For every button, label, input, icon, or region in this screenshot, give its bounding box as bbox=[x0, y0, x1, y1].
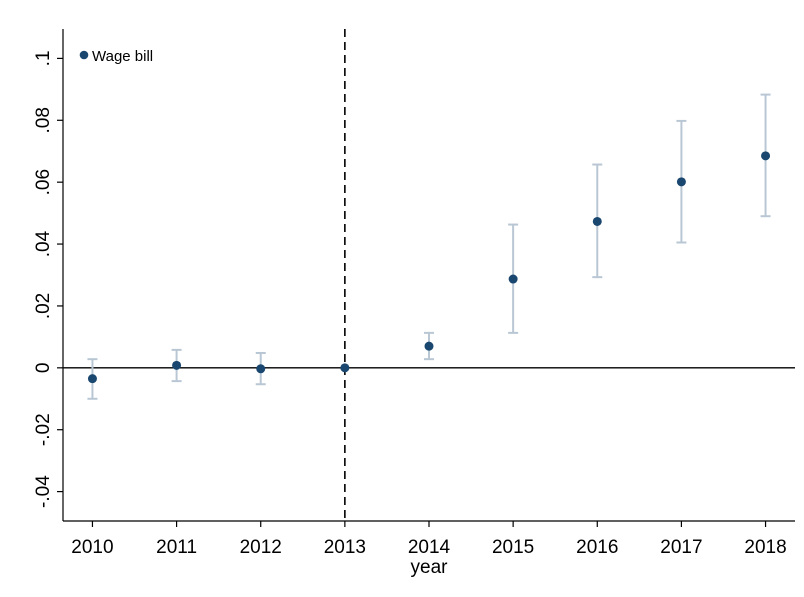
data-point bbox=[256, 364, 266, 374]
y-tick-label: .02 bbox=[33, 293, 54, 319]
confidence-intervals bbox=[87, 93, 771, 400]
x-tick-label: 2012 bbox=[240, 537, 282, 558]
x-tick-label: 2017 bbox=[660, 537, 702, 558]
data-point bbox=[340, 363, 350, 373]
x-tick-label: 2010 bbox=[71, 537, 113, 558]
legend-label: Wage bill bbox=[92, 48, 153, 65]
x-tick-label: 2018 bbox=[744, 537, 786, 558]
legend-marker bbox=[79, 50, 89, 60]
x-tick-label: 2011 bbox=[156, 537, 197, 558]
y-tick-label: .1 bbox=[33, 50, 54, 66]
x-tick-label: 2015 bbox=[492, 537, 534, 558]
data-point bbox=[592, 216, 602, 226]
plot-area: -.04 -.02 0 .02 .04 .06 .08 .1 2010 2011 2012 2013… bbox=[33, 29, 795, 558]
legend: Wage bill bbox=[79, 48, 153, 65]
data-point bbox=[172, 360, 182, 370]
data-point bbox=[424, 341, 434, 351]
data-point bbox=[508, 274, 518, 284]
y-tick-label: .04 bbox=[33, 230, 54, 257]
x-axis-title: year bbox=[411, 557, 449, 578]
y-tick-label: -.02 bbox=[33, 413, 54, 446]
y-tick-label: .08 bbox=[33, 107, 54, 133]
x-tick-label: 2014 bbox=[408, 537, 451, 558]
data-point bbox=[761, 151, 771, 161]
data-points bbox=[87, 151, 771, 384]
x-ticks: 2010 2011 2012 2013 2014 2015 2016 2017 2018 bbox=[71, 521, 787, 558]
y-tick-label: .06 bbox=[33, 169, 54, 195]
y-ticks: -.04 -.02 0 .02 .04 .06 .08 .1 bbox=[33, 50, 63, 508]
y-tick-label: -.04 bbox=[33, 475, 54, 508]
x-tick-label: 2013 bbox=[324, 537, 366, 558]
x-tick-label: 2016 bbox=[576, 537, 618, 558]
data-point bbox=[676, 177, 686, 187]
y-tick-label: 0 bbox=[33, 363, 54, 374]
data-point bbox=[87, 374, 97, 384]
